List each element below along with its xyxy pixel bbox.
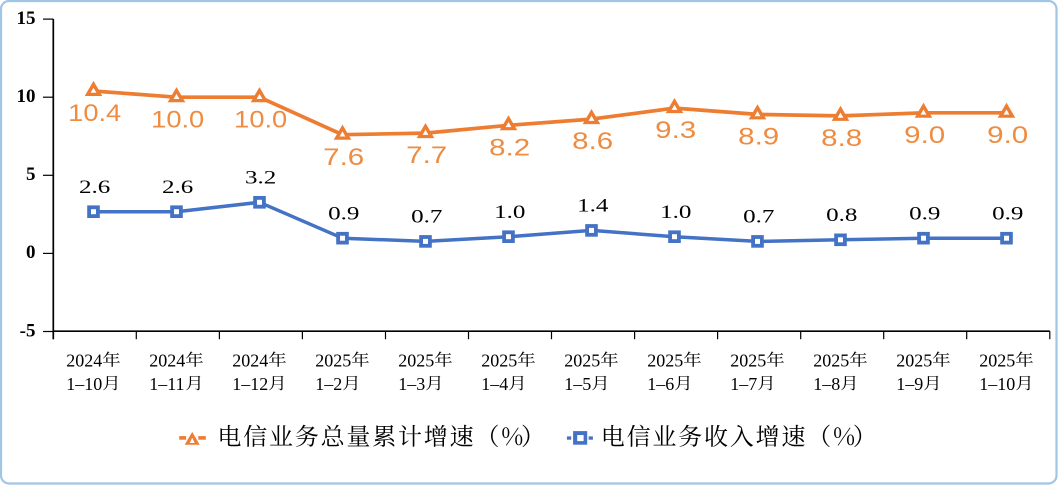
svg-text:8.9: 8.9 bbox=[738, 124, 779, 151]
svg-text:0.9: 0.9 bbox=[328, 203, 359, 224]
svg-text:1–10: 1–10 bbox=[66, 374, 102, 394]
svg-text:2025: 2025 bbox=[730, 351, 766, 371]
svg-text:15: 15 bbox=[17, 8, 36, 29]
svg-text:1–3: 1–3 bbox=[398, 374, 425, 394]
svg-text:7.7: 7.7 bbox=[406, 142, 447, 169]
svg-text:0.8: 0.8 bbox=[826, 205, 857, 226]
svg-text:8.8: 8.8 bbox=[821, 125, 862, 152]
svg-text:1–4: 1–4 bbox=[481, 374, 508, 394]
svg-text:1.4: 1.4 bbox=[577, 196, 609, 217]
svg-text:2.6: 2.6 bbox=[79, 177, 110, 198]
svg-text:3.2: 3.2 bbox=[245, 167, 276, 188]
svg-text:0.9: 0.9 bbox=[992, 203, 1023, 224]
svg-text:2025: 2025 bbox=[315, 351, 351, 371]
svg-text:1–7: 1–7 bbox=[730, 374, 757, 394]
svg-text:8.6: 8.6 bbox=[572, 128, 613, 155]
svg-text:1–2: 1–2 bbox=[315, 374, 342, 394]
svg-text:0: 0 bbox=[26, 242, 36, 263]
svg-text:1–6: 1–6 bbox=[647, 374, 674, 394]
svg-text:1–9: 1–9 bbox=[896, 374, 923, 394]
svg-text:2025: 2025 bbox=[481, 351, 517, 371]
svg-text:8.2: 8.2 bbox=[489, 134, 530, 161]
svg-text:1–5: 1–5 bbox=[564, 374, 591, 394]
svg-text:1–12: 1–12 bbox=[232, 374, 268, 394]
svg-text:2024: 2024 bbox=[232, 351, 268, 371]
svg-text:5: 5 bbox=[26, 164, 36, 185]
svg-text:2025: 2025 bbox=[398, 351, 434, 371]
svg-text:9.3: 9.3 bbox=[655, 117, 696, 144]
svg-text:2024: 2024 bbox=[149, 351, 185, 371]
svg-text:1–11: 1–11 bbox=[149, 374, 184, 394]
svg-text:7.6: 7.6 bbox=[323, 144, 364, 171]
svg-text:2.6: 2.6 bbox=[162, 177, 193, 198]
svg-text:10.4: 10.4 bbox=[68, 100, 121, 127]
svg-text:2025: 2025 bbox=[979, 351, 1015, 371]
svg-text:10.0: 10.0 bbox=[151, 106, 204, 133]
svg-text:2025: 2025 bbox=[896, 351, 932, 371]
svg-text:9.0: 9.0 bbox=[987, 122, 1028, 149]
svg-text:1.0: 1.0 bbox=[660, 202, 691, 223]
svg-text:10.0: 10.0 bbox=[234, 106, 287, 133]
svg-text:2025: 2025 bbox=[813, 351, 849, 371]
svg-text:2025: 2025 bbox=[564, 351, 600, 371]
svg-text:10: 10 bbox=[17, 86, 36, 107]
svg-text:0.7: 0.7 bbox=[411, 207, 442, 228]
svg-text:-5: -5 bbox=[20, 320, 36, 341]
svg-text:1–8: 1–8 bbox=[813, 374, 840, 394]
svg-text:0.9: 0.9 bbox=[909, 203, 940, 224]
svg-text:0.7: 0.7 bbox=[743, 207, 774, 228]
svg-text:1.0: 1.0 bbox=[494, 202, 525, 223]
svg-text:9.0: 9.0 bbox=[904, 122, 945, 149]
svg-text:2025: 2025 bbox=[647, 351, 683, 371]
svg-text:1–10: 1–10 bbox=[979, 374, 1015, 394]
svg-text:2024: 2024 bbox=[66, 351, 102, 371]
